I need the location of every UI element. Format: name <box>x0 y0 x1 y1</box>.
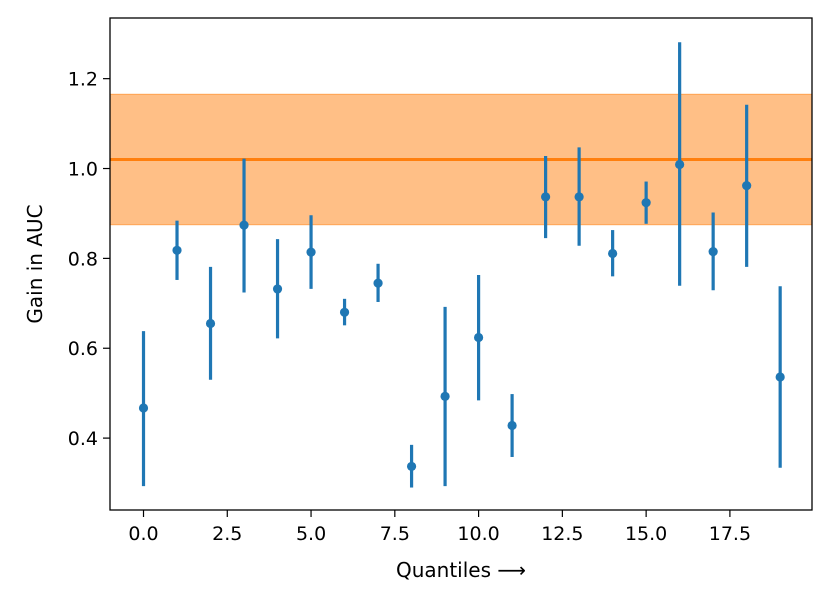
x-tick-label: 10.0 <box>457 523 499 545</box>
data-point <box>138 403 149 413</box>
data-point <box>507 420 517 431</box>
plot-frame <box>109 17 813 511</box>
x-tick-label: 5.0 <box>296 523 326 545</box>
data-point <box>172 245 182 255</box>
y-tick-label: 1.0 <box>68 159 98 181</box>
y-axis-label: Gain in AUC <box>23 204 47 323</box>
data-point <box>440 391 450 401</box>
data-point <box>406 461 417 472</box>
x-axis-label: Quantiles ⟶ <box>396 558 526 582</box>
data-point <box>373 278 383 288</box>
data-point <box>205 318 216 329</box>
x-tick-label: 2.5 <box>212 523 242 545</box>
x-tick-label: 17.5 <box>709 523 751 545</box>
data-point <box>608 248 618 259</box>
data-point <box>641 198 651 208</box>
reference-band-layer <box>110 93 812 226</box>
data-point <box>339 307 350 317</box>
x-tick-label: 15.0 <box>625 523 667 545</box>
data-point <box>708 247 718 257</box>
x-tick-label: 0.0 <box>128 523 158 545</box>
data-point <box>675 159 685 170</box>
data-point <box>742 180 752 191</box>
data-point <box>239 220 249 230</box>
data-point <box>775 372 785 382</box>
y-tick-label: 0.4 <box>68 428 98 450</box>
data-marks-layer <box>138 42 785 488</box>
y-tick-label: 1.2 <box>68 69 98 91</box>
data-point <box>541 192 551 202</box>
x-axis-ticks: 0.0 2.5 5.0 7.5 10.0 12.5 15.0 17.5 <box>128 510 751 545</box>
x-tick-label: 7.5 <box>380 523 410 545</box>
data-point <box>306 247 316 257</box>
y-tick-label: 0.8 <box>68 248 98 270</box>
y-axis-ticks: 0.4 0.6 0.8 1.0 1.2 <box>68 69 110 450</box>
data-point <box>272 284 283 294</box>
y-tick-label: 0.6 <box>68 338 98 360</box>
data-point <box>473 332 484 343</box>
x-tick-label: 12.5 <box>541 523 583 545</box>
data-point <box>574 192 584 202</box>
